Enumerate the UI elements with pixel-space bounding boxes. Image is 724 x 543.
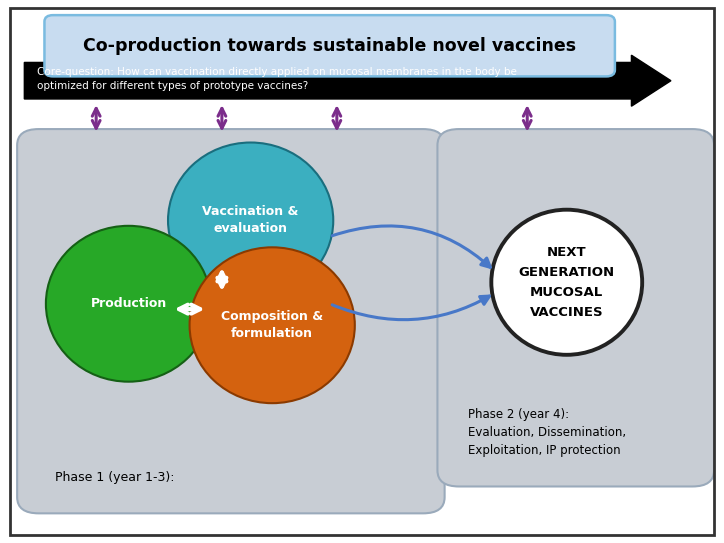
Text: Vaccination &
evaluation: Vaccination & evaluation [203,205,299,236]
FancyArrowPatch shape [332,296,489,320]
Text: Production: Production [90,297,167,310]
FancyBboxPatch shape [17,129,445,513]
Text: Co-production towards sustainable novel vaccines: Co-production towards sustainable novel … [83,37,576,55]
FancyBboxPatch shape [437,129,714,487]
Text: Phase 2 (year 4):
Evaluation, Dissemination,
Exploitation, IP protection: Phase 2 (year 4): Evaluation, Disseminat… [468,408,626,457]
FancyBboxPatch shape [44,15,615,77]
FancyArrowPatch shape [332,226,490,267]
Ellipse shape [492,210,642,355]
Text: Phase 1 (year 1-3):: Phase 1 (year 1-3): [54,471,174,484]
Ellipse shape [190,247,355,403]
Text: NEXT
GENERATION
MUCOSAL
VACCINES: NEXT GENERATION MUCOSAL VACCINES [518,246,615,319]
Ellipse shape [46,226,211,382]
FancyArrow shape [25,55,671,106]
Ellipse shape [168,142,333,298]
Text: Core-question: How can vaccination directly applied on mucosal membranes in the : Core-question: How can vaccination direc… [37,67,517,91]
Text: Composition &
formulation: Composition & formulation [221,310,323,340]
